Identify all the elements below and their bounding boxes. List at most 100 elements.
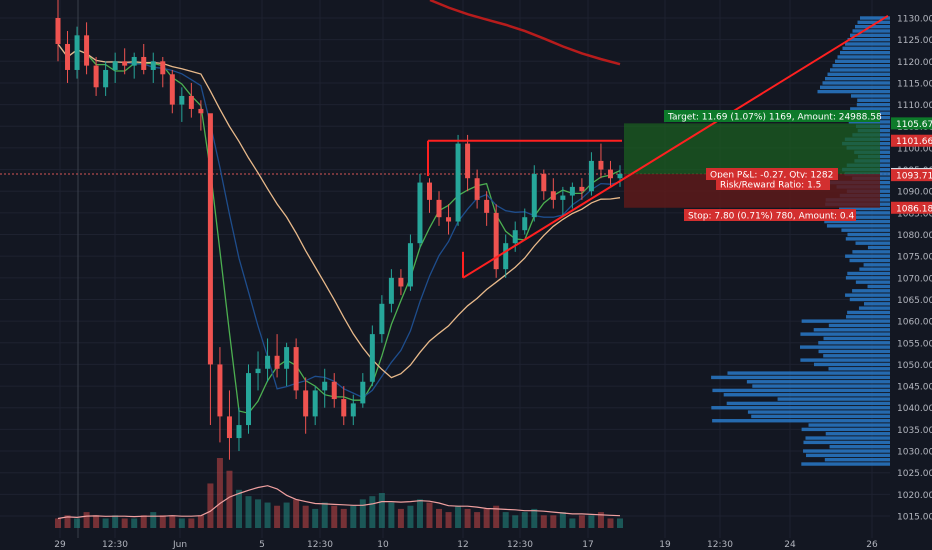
stop-label: Stop: 7.80 (0.71%) 780, Amount: 0.4 (688, 212, 854, 222)
candle-body (446, 217, 452, 222)
volume-bar (445, 512, 452, 528)
candle-body (550, 191, 556, 200)
open-pnl-label: Open P&L: -0.27, Qty: 1282 (710, 171, 833, 181)
volume-bar (197, 515, 204, 528)
volume-bar (93, 515, 100, 528)
volume-bar (464, 508, 471, 528)
candle-body (493, 212, 499, 270)
volume-bar (255, 499, 262, 528)
volume-profile-bar (751, 414, 890, 419)
candle-body (226, 416, 232, 439)
target-zone[interactable] (624, 123, 880, 174)
volume-bar (597, 512, 604, 528)
volume-profile-bar (820, 85, 890, 89)
rr-label-bg (716, 178, 830, 190)
volume-bar (483, 508, 490, 528)
ma-long (429, 0, 621, 66)
candle-body (598, 160, 604, 170)
volume-profile-bar (859, 267, 890, 271)
price-axis[interactable]: 1130.00 1125.00 1120.00 1115.00 1110.00 1105.… (890, 0, 932, 538)
volume-bar (245, 496, 252, 528)
price-tick-label: 1075.00 (897, 253, 932, 263)
volume-bar (302, 505, 309, 528)
price-tick-label: 1030.00 (897, 448, 932, 458)
time-axis[interactable]: 29 12:30 Jun 5 12:30 10 12 12:30 17 19 12:30 24 26 (0, 538, 890, 550)
volume-bar (416, 499, 423, 528)
position-zones[interactable] (624, 123, 880, 208)
candle-body (103, 69, 109, 88)
volume-bar (178, 518, 185, 528)
candle-body (236, 425, 242, 439)
volume-profile-bar (847, 37, 890, 42)
volume-bar (140, 515, 147, 528)
volume-bar (559, 512, 566, 528)
volume-profile-bar (800, 358, 890, 362)
price-tick-label: 1110.00 (897, 101, 932, 111)
volume-profile-bar (777, 397, 890, 401)
volume-profile-bar (850, 33, 890, 38)
volume-bar (474, 512, 481, 528)
volume-bar (407, 505, 414, 528)
volume-bar (293, 499, 300, 528)
candle-body (417, 182, 423, 244)
volume-profile-bar (828, 367, 890, 371)
volume-bar (83, 512, 90, 528)
volume-profile-bar (856, 102, 890, 107)
volume-profile-bar (801, 462, 890, 466)
badge-stop: 1086.18 (896, 204, 932, 214)
badge-target: 1105.67 (896, 120, 932, 130)
volume-profile-bar (803, 449, 890, 453)
volume-bar (74, 518, 81, 528)
volume-profile-bar (855, 241, 890, 245)
candle-body (474, 178, 480, 200)
volume-profile-bar (849, 297, 890, 302)
volume-profile-bar (823, 336, 890, 341)
volume-bar (455, 505, 462, 528)
volume-profile-bar (813, 362, 890, 367)
time-tick-label: 12:30 (707, 540, 733, 550)
volume-profile-bar (726, 401, 890, 406)
price-tick-label: 1015.00 (897, 513, 932, 523)
time-axis-bg[interactable] (0, 538, 890, 550)
price-tick-label: 1035.00 (897, 426, 932, 436)
volume-profile-bar (747, 410, 890, 414)
volume-profile-bar (852, 29, 890, 33)
candle-body (141, 56, 147, 70)
price-tick-label: 1100.00 (897, 144, 932, 154)
candle-body (512, 230, 518, 244)
volume-bar (131, 518, 138, 528)
volume-profile-bar (849, 258, 890, 263)
volume-profile-bar (858, 306, 890, 310)
volume-profile-bar (841, 228, 890, 232)
volume-profile-bar (746, 380, 890, 384)
volume-bar (112, 515, 119, 528)
candle-body (188, 95, 194, 109)
volume-profile-bar (828, 323, 890, 328)
volume-profile-bar (837, 55, 890, 59)
volume-bar (64, 515, 71, 528)
candle-body (522, 217, 528, 231)
volume-bar (159, 515, 166, 528)
candle-body (426, 182, 432, 200)
volume-profile-bar (752, 384, 890, 388)
volume-profile-bar (805, 436, 890, 440)
support-trendline[interactable] (462, 14, 889, 279)
volume-profile-bar (857, 20, 890, 25)
candle-body (369, 334, 375, 382)
volume-bar (426, 502, 433, 528)
volume-profile-bar (818, 341, 890, 345)
triangle-drawing[interactable] (427, 14, 889, 279)
candle-body (503, 243, 509, 270)
volume-bar (378, 493, 385, 528)
time-tick-label: 12 (457, 540, 468, 550)
volume-profile-bar (867, 245, 890, 250)
candle-body (207, 113, 213, 365)
rr-label: Risk/Reward Ratio: 1.5 (720, 181, 821, 191)
volume-profile-bar (863, 302, 890, 306)
volume-profile-bar (852, 250, 890, 254)
badge-entry: 1101.66 (896, 137, 932, 147)
time-tick-label: 29 (54, 540, 66, 550)
price-axis-bg[interactable] (890, 0, 932, 538)
volume-profile-bar (808, 423, 890, 427)
